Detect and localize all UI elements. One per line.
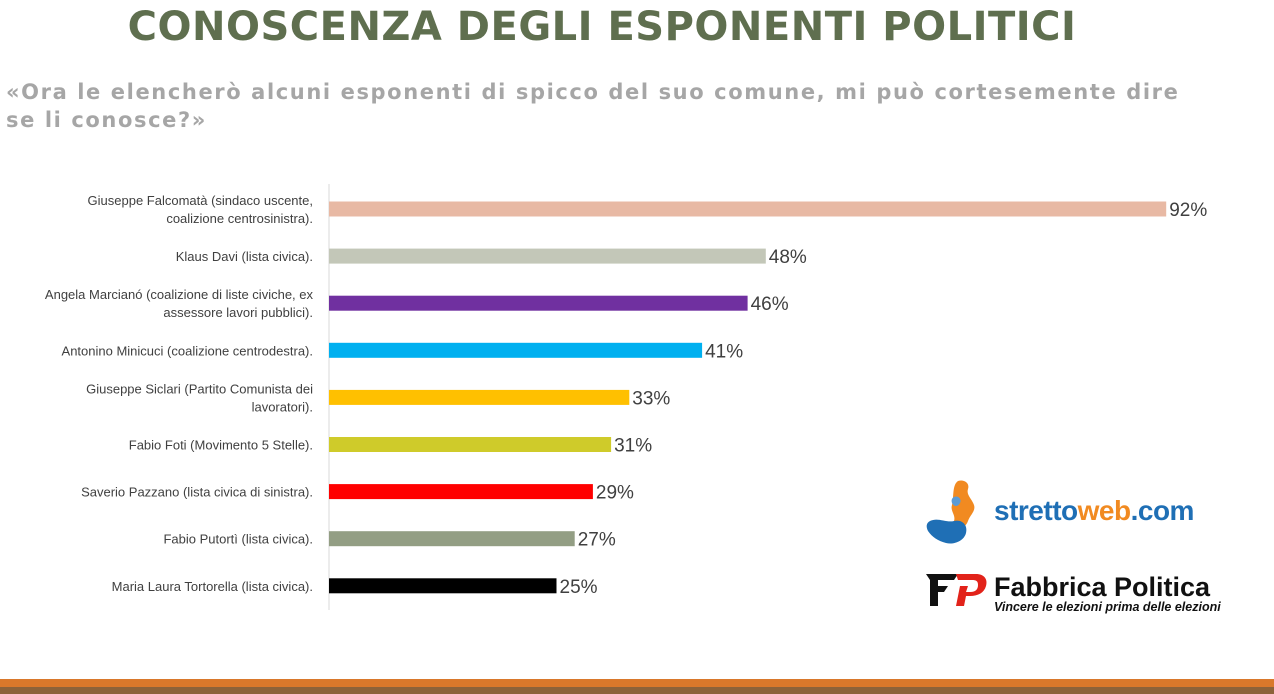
- category-labels-group: Giuseppe Falcomatà (sindaco uscente, coal…: [45, 193, 314, 594]
- bar-3: [329, 295, 748, 311]
- category-label-2: Klaus Davi (lista civica).: [176, 249, 313, 264]
- category-label-8: Fabio Putortì (lista civica).: [163, 532, 313, 547]
- strettoweb-part2: web: [1077, 495, 1131, 526]
- category-label-9: Maria Laura Tortorella (lista civica).: [112, 579, 313, 594]
- bar-1: [329, 201, 1167, 217]
- category-label-line: coalizione centrosinistra).: [166, 211, 313, 226]
- value-label-4: 41%: [705, 341, 743, 362]
- category-label-line: Antonino Minicuci (coalizione centrodest…: [62, 343, 313, 358]
- value-labels-group: 92% 48% 46% 41% 33% 31% 29% 27% 25%: [560, 200, 1208, 598]
- category-label-5: Giuseppe Siclari (Partito Comunista dei l…: [86, 381, 313, 414]
- fabbrica-politica-name: Fabbrica Politica: [994, 572, 1211, 602]
- sicily-calabria-map-icon: [926, 480, 975, 544]
- category-label-7: Saverio Pazzano (lista civica di sinistr…: [81, 485, 313, 500]
- bar-6: [329, 437, 612, 452]
- category-label-line: Fabio Putortì (lista civica).: [163, 532, 313, 547]
- category-label-line: Fabio Foti (Movimento 5 Stelle).: [129, 438, 313, 453]
- survey-question: «Ora le elencherò alcuni esponenti di sp…: [6, 80, 1180, 132]
- bar-7: [329, 484, 593, 500]
- value-label-1: 92%: [1169, 200, 1207, 221]
- value-label-9: 25%: [560, 577, 598, 598]
- category-label-line: Giuseppe Siclari (Partito Comunista dei: [86, 381, 313, 396]
- category-label-3: Angela Marcianó (coalizione di liste civ…: [45, 287, 314, 320]
- strettoweb-logo: strettoweb.com: [924, 477, 1244, 549]
- footer-bar-orange: [0, 679, 1274, 687]
- page-title: CONOSCENZA DEGLI ESPONENTI POLITICI: [127, 4, 1077, 50]
- bar-9: [329, 578, 557, 594]
- category-label-6: Fabio Foti (Movimento 5 Stelle).: [129, 438, 313, 453]
- bar-4: [329, 342, 703, 358]
- value-label-2: 48%: [769, 247, 807, 268]
- category-label-line: Angela Marcianó (coalizione di liste civ…: [45, 287, 314, 302]
- value-label-8: 27%: [578, 530, 616, 551]
- category-label-line: Giuseppe Falcomatà (sindaco uscente,: [88, 193, 313, 208]
- fabbrica-politica-mark-icon: [926, 574, 987, 606]
- strettoweb-part3: .com: [1130, 495, 1195, 526]
- bar-8: [329, 531, 575, 547]
- category-label-1: Giuseppe Falcomatà (sindaco uscente, coal…: [88, 193, 313, 226]
- category-label-line: Saverio Pazzano (lista civica di sinistr…: [81, 485, 313, 500]
- fabbrica-politica-logo: Fabbrica Politica Vincere le elezioni pr…: [924, 570, 1244, 620]
- bars-group: [329, 201, 1167, 594]
- value-label-6: 31%: [614, 436, 652, 457]
- value-label-7: 29%: [596, 483, 634, 504]
- category-label-line: lavoratori).: [252, 399, 313, 414]
- value-label-3: 46%: [751, 294, 789, 315]
- bar-5: [329, 389, 630, 405]
- footer-bar-brown: [0, 687, 1274, 694]
- category-label-4: Antonino Minicuci (coalizione centrodest…: [62, 343, 313, 358]
- category-label-line: Klaus Davi (lista civica).: [176, 249, 313, 264]
- strettoweb-part1: stretto: [994, 495, 1078, 526]
- fabbrica-politica-tagline: Vincere le elezioni prima delle elezioni: [994, 600, 1221, 614]
- bar-2: [329, 248, 766, 264]
- category-label-line: Maria Laura Tortorella (lista civica).: [112, 579, 313, 594]
- category-label-line: assessore lavori pubblici).: [163, 305, 313, 320]
- strettoweb-wordmark: strettoweb.com: [994, 495, 1194, 527]
- value-label-5: 33%: [632, 388, 670, 409]
